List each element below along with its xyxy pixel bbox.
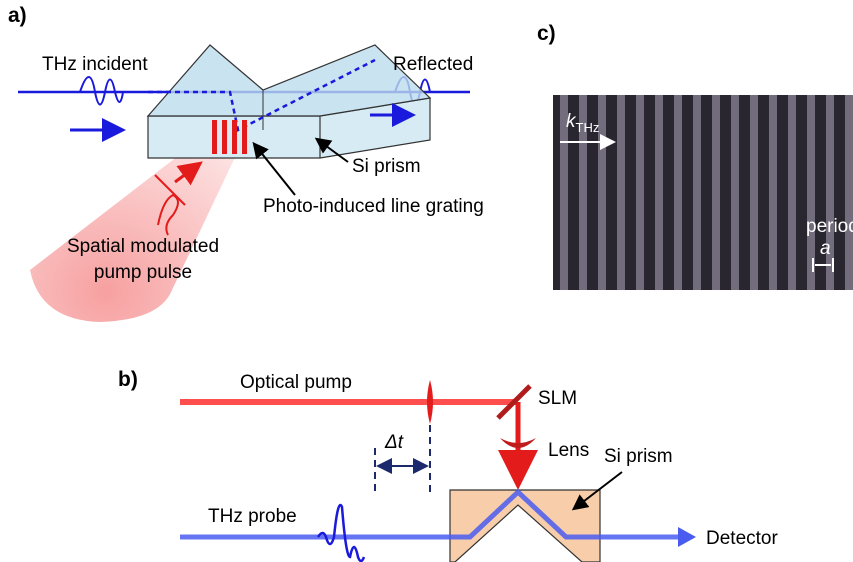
label: Photo-induced line grating (263, 196, 484, 217)
label: Si prism (604, 446, 673, 467)
label: SLM (538, 388, 577, 409)
label: Reflected (393, 54, 473, 75)
panel-label: a) (8, 4, 27, 27)
label: Si prism (352, 156, 421, 177)
stripe (693, 95, 701, 290)
stripe (731, 95, 739, 290)
stripe (712, 95, 720, 290)
label: THz incident (42, 54, 148, 75)
stripe (636, 95, 644, 290)
panel-c: c) kTHz period a (537, 22, 853, 290)
label: Lens (548, 440, 589, 461)
label: pump pulse (94, 262, 192, 283)
stripe (674, 95, 682, 290)
prism-roof (148, 45, 430, 116)
stripe (750, 95, 758, 290)
arrowhead (678, 527, 696, 547)
label: a (820, 238, 831, 259)
panel-a: a) THz incident Reflected Si prism Photo… (8, 4, 484, 322)
figure: a) THz incident Reflected Si prism Photo… (0, 0, 853, 562)
stripe (788, 95, 796, 290)
label: period (806, 216, 853, 237)
label: THz probe (208, 506, 297, 527)
panel-label: c) (537, 22, 556, 45)
label: Spatial modulated (67, 236, 219, 257)
label: Δt (384, 432, 404, 453)
label: Detector (706, 528, 778, 549)
panel-b: b) Optical pump SLM Lens Si prism Δt THz… (118, 368, 778, 562)
stripe (655, 95, 663, 290)
k-sub: THz (576, 120, 600, 135)
stripe (769, 95, 777, 290)
stripe (845, 95, 853, 290)
pump-pulse (427, 380, 433, 424)
panel-label: b) (118, 368, 138, 391)
probe-pulse (318, 505, 364, 561)
label: Optical pump (240, 372, 352, 393)
stripe (617, 95, 625, 290)
